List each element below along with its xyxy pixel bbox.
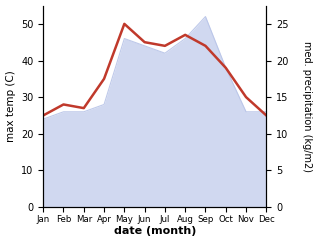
- Y-axis label: med. precipitation (kg/m2): med. precipitation (kg/m2): [302, 41, 313, 172]
- X-axis label: date (month): date (month): [114, 227, 196, 236]
- Y-axis label: max temp (C): max temp (C): [5, 70, 16, 142]
